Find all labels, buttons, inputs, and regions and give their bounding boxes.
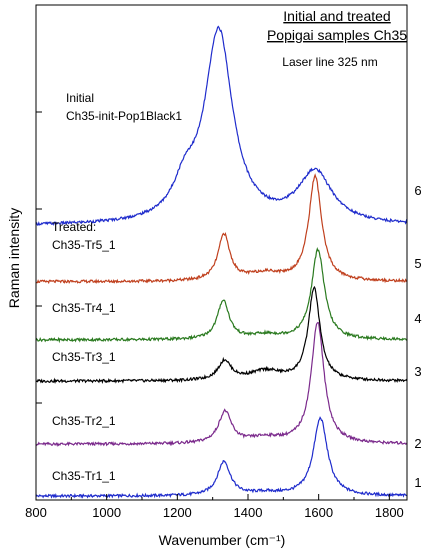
series-number-5: 5 bbox=[414, 256, 421, 271]
chart-subtitle: Laser line 325 nm bbox=[282, 55, 377, 69]
series-line-5 bbox=[35, 173, 408, 285]
y-axis-title: Raman intensity bbox=[6, 208, 22, 308]
x-tick-label-1400: 1400 bbox=[234, 505, 263, 520]
series-line-4 bbox=[35, 247, 408, 344]
series-line-3 bbox=[35, 285, 408, 385]
axes: 800 1000 1200 1400 1600 1800 bbox=[25, 4, 408, 520]
series-label-1-1: Ch35-Tr1_1 bbox=[52, 469, 116, 483]
plot-frame bbox=[35, 4, 408, 501]
series-number-3: 3 bbox=[414, 364, 421, 379]
series-line-6 bbox=[35, 25, 408, 226]
series-label-4-1: Ch35-Tr4_1 bbox=[52, 301, 116, 315]
chart-title-line-2: Popigai samples Ch35 bbox=[267, 27, 407, 43]
series-number-4: 4 bbox=[414, 311, 421, 326]
chart-title-line-1: Initial and treated bbox=[283, 8, 390, 24]
series-number-6: 6 bbox=[414, 183, 421, 198]
series-label-5-2: Ch35-Tr5_1 bbox=[52, 238, 116, 252]
series-label-5-1: Treated: bbox=[52, 220, 96, 234]
x-tick-label-1800: 1800 bbox=[375, 505, 404, 520]
series-line-2 bbox=[35, 321, 408, 447]
x-tick-label-1200: 1200 bbox=[163, 505, 192, 520]
x-axis-title: Wavenumber (cm⁻¹) bbox=[159, 532, 286, 548]
series-labels: Ch35-Tr1_1 1 Ch35-Tr2_1 2 Ch35-Tr3_1 3 Ch35-Tr… bbox=[52, 91, 422, 490]
series-label-6-1: Initial bbox=[66, 91, 94, 105]
series-label-6-2: Ch35-init-Pop1Black1 bbox=[66, 109, 182, 123]
plot-area bbox=[35, 25, 408, 500]
x-tick-label-1000: 1000 bbox=[92, 505, 121, 520]
series-number-1: 1 bbox=[414, 475, 421, 490]
series-label-2-1: Ch35-Tr2_1 bbox=[52, 414, 116, 428]
x-tick-label-1600: 1600 bbox=[304, 505, 333, 520]
series-line-1 bbox=[35, 416, 407, 500]
x-tick-label-800: 800 bbox=[25, 505, 47, 520]
series-number-2: 2 bbox=[414, 436, 421, 451]
series-label-3-1: Ch35-Tr3_1 bbox=[52, 350, 116, 364]
